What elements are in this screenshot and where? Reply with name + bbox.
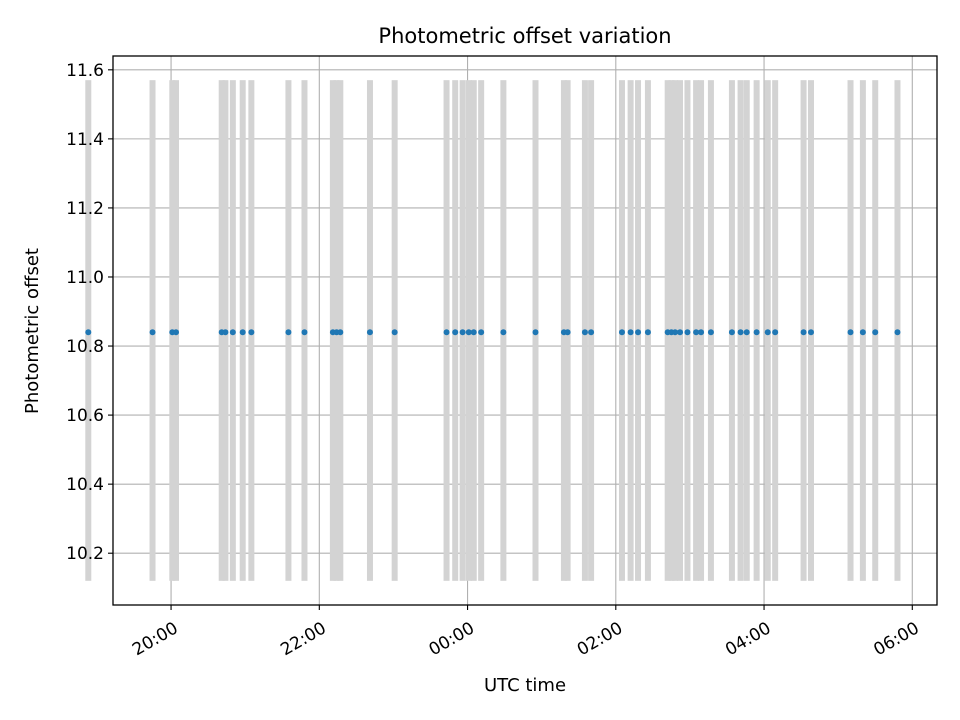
data-point bbox=[618, 329, 625, 336]
y-tick-label: 11.0 bbox=[66, 268, 104, 288]
data-point bbox=[677, 329, 684, 336]
data-point bbox=[470, 329, 477, 336]
data-point bbox=[478, 329, 485, 336]
y-tick-label: 11.6 bbox=[66, 61, 104, 81]
data-point bbox=[581, 329, 588, 336]
data-point bbox=[149, 329, 156, 336]
y-tick-label: 10.8 bbox=[66, 337, 104, 357]
data-points bbox=[85, 329, 901, 336]
data-point bbox=[764, 329, 771, 336]
data-point bbox=[627, 329, 634, 336]
data-point bbox=[366, 329, 373, 336]
data-point bbox=[894, 329, 901, 336]
data-point bbox=[728, 329, 735, 336]
data-point bbox=[772, 329, 779, 336]
data-point bbox=[229, 329, 236, 336]
y-tick-label: 11.4 bbox=[66, 130, 104, 150]
y-tick-label: 10.6 bbox=[66, 406, 104, 426]
chart-title: Photometric offset variation bbox=[378, 24, 671, 48]
data-point bbox=[635, 329, 642, 336]
data-point bbox=[452, 329, 459, 336]
data-point bbox=[239, 329, 246, 336]
data-point bbox=[743, 329, 750, 336]
data-point bbox=[459, 329, 466, 336]
data-point bbox=[684, 329, 691, 336]
data-point bbox=[465, 329, 472, 336]
data-point bbox=[301, 329, 308, 336]
y-axis-ticks: 10.2 10.4 10.6 10.8 11.0 11.2 11.4 11.6 bbox=[66, 61, 113, 564]
data-point bbox=[564, 329, 571, 336]
data-point bbox=[800, 329, 807, 336]
data-point bbox=[222, 329, 229, 336]
data-point bbox=[173, 329, 180, 336]
data-point bbox=[588, 329, 595, 336]
x-axis-title: UTC time bbox=[484, 675, 566, 696]
y-tick-label: 11.2 bbox=[66, 199, 104, 219]
data-point bbox=[337, 329, 344, 336]
data-point bbox=[859, 329, 866, 336]
data-point bbox=[847, 329, 854, 336]
data-point bbox=[753, 329, 760, 336]
y-tick-label: 10.4 bbox=[66, 475, 104, 495]
data-point bbox=[707, 329, 714, 336]
y-axis-title: Photometric offset bbox=[22, 248, 43, 414]
data-point bbox=[500, 329, 507, 336]
plot-area-frame bbox=[112, 55, 938, 606]
data-point bbox=[248, 329, 255, 336]
data-point bbox=[872, 329, 879, 336]
data-point bbox=[285, 329, 292, 336]
y-tick-label: 10.2 bbox=[66, 544, 104, 564]
data-point bbox=[693, 329, 700, 336]
data-point bbox=[443, 329, 450, 336]
data-point bbox=[644, 329, 651, 336]
data-point bbox=[737, 329, 744, 336]
data-point bbox=[391, 329, 398, 336]
data-point bbox=[532, 329, 539, 336]
data-point bbox=[807, 329, 814, 336]
data-point bbox=[672, 329, 679, 336]
data-point bbox=[85, 329, 92, 336]
data-point bbox=[698, 329, 705, 336]
